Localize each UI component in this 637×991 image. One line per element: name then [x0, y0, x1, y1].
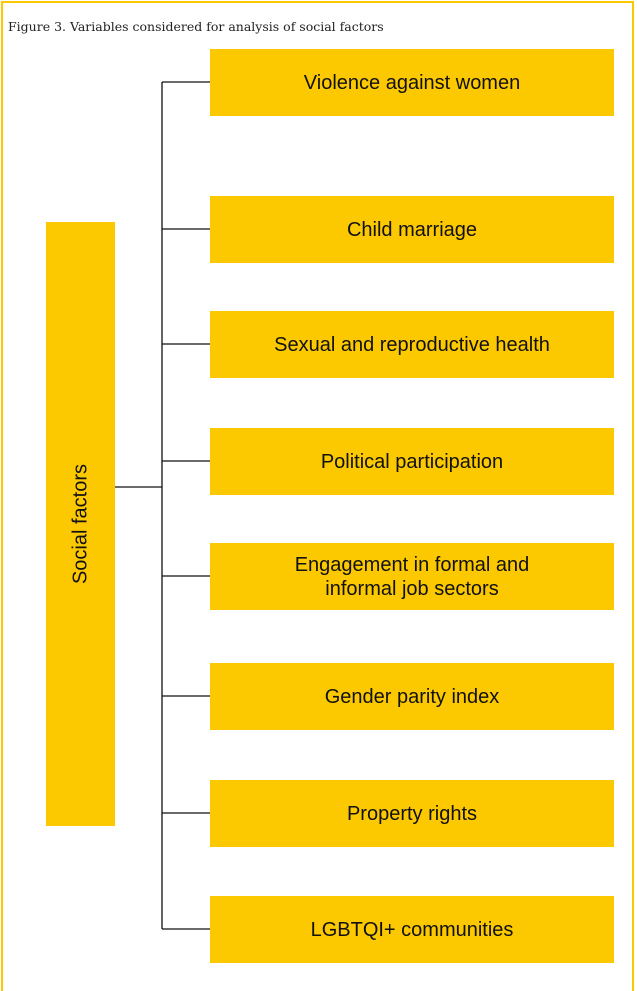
- root-box: Social factors: [46, 222, 115, 826]
- caption: Figure 3. Variables considered for analy…: [8, 19, 384, 34]
- factor-box: Sexual and reproductive health: [210, 311, 614, 378]
- root-label: Social factors: [69, 463, 91, 585]
- factor-box: LGBTQI+ communities: [210, 896, 614, 963]
- factor-box: Political participation: [210, 428, 614, 495]
- factor-box: Violence against women: [210, 49, 614, 116]
- factor-box: Gender parity index: [210, 663, 614, 730]
- factor-box: Engagement in formal and informal job se…: [210, 543, 614, 610]
- factor-box: Property rights: [210, 780, 614, 847]
- factor-box: Child marriage: [210, 196, 614, 263]
